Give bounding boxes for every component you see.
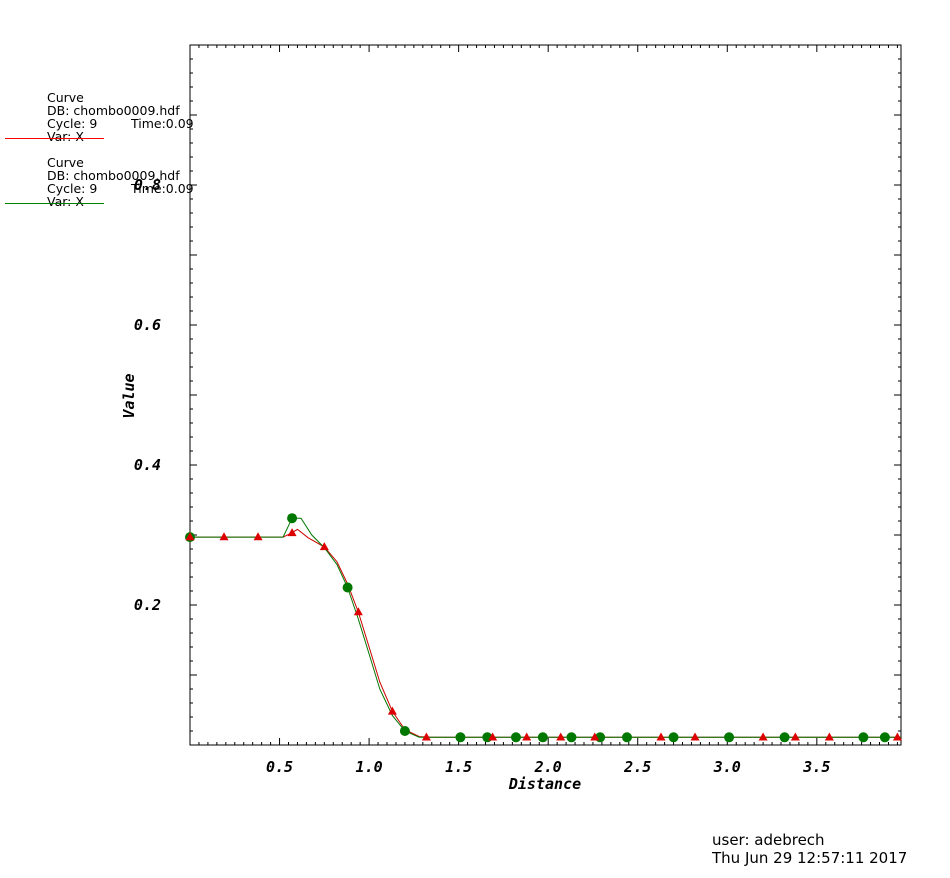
data-point-triangle xyxy=(656,732,666,741)
data-point-circle xyxy=(287,513,298,524)
footer-datetime: Thu Jun 29 12:57:11 2017 xyxy=(712,849,908,867)
data-point-triangle xyxy=(488,732,498,741)
data-point-triangle xyxy=(556,732,566,741)
y-tick-label: 0.2 xyxy=(134,596,161,614)
data-point-circle xyxy=(566,732,577,743)
data-point-circle xyxy=(537,732,548,743)
x-tick-label: 2.0 xyxy=(534,758,562,776)
legend-var: Var: X xyxy=(47,194,84,209)
data-point-triangle xyxy=(185,532,195,541)
data-point-circle xyxy=(879,732,890,743)
legend-title: Curve xyxy=(47,90,84,105)
data-point-circle xyxy=(724,732,735,743)
data-point-triangle xyxy=(892,732,902,741)
legend-db: DB: chombo0009.hdf xyxy=(47,168,180,183)
y-axis-title: Value xyxy=(120,373,138,418)
legend-var: Var: X xyxy=(47,129,84,144)
data-point-triangle xyxy=(353,607,363,616)
series-lines xyxy=(190,517,901,738)
legend-db: DB: chombo0009.hdf xyxy=(47,103,180,118)
data-point-triangle xyxy=(287,528,297,537)
legend-swatch-red xyxy=(5,138,104,139)
legend-title: Curve xyxy=(47,155,84,170)
data-point-circle xyxy=(510,732,521,743)
data-point-triangle xyxy=(319,542,329,551)
data-point-triangle xyxy=(590,732,600,741)
data-point-triangle xyxy=(522,732,532,741)
axis-ticks: 0.5 1.0 1.5 2.0 2.5 3.0 3.5 0.2 0.4 0.6 0.8 xyxy=(134,45,901,776)
data-point-triangle xyxy=(690,732,700,741)
data-point-circle xyxy=(342,582,353,593)
y-tick-label: 0.8 xyxy=(134,176,161,194)
legend-time: Time:0.09 xyxy=(131,181,194,196)
series-markers xyxy=(185,513,902,743)
data-point-circle xyxy=(779,732,790,743)
x-tick-label: 2.5 xyxy=(623,758,651,776)
legend-cycle: Cycle: 9 xyxy=(47,181,98,196)
data-point-triangle xyxy=(219,532,229,541)
data-point-triangle xyxy=(421,732,431,741)
y-tick-label: 0.6 xyxy=(134,316,161,334)
x-tick-label: 3.0 xyxy=(713,758,741,776)
x-tick-label: 0.5 xyxy=(266,758,293,776)
plot-frame xyxy=(189,44,902,746)
legend-time: Time:0.09 xyxy=(131,116,194,131)
data-point-circle xyxy=(668,732,679,743)
y-tick-label: 0.4 xyxy=(134,456,161,474)
x-axis-title: Distance xyxy=(508,775,581,793)
data-point-circle xyxy=(399,726,410,736)
data-point-circle xyxy=(455,732,466,743)
data-point-triangle xyxy=(758,732,768,741)
data-point-triangle xyxy=(824,732,834,741)
series-line-2 xyxy=(190,517,901,738)
legend-cycle: Cycle: 9 xyxy=(47,116,98,131)
data-point-circle xyxy=(858,732,869,743)
data-point-triangle xyxy=(387,706,397,715)
x-tick-label: 1.0 xyxy=(356,758,383,776)
data-point-triangle xyxy=(790,732,800,741)
data-point-circle xyxy=(621,732,632,743)
x-tick-label: 3.5 xyxy=(802,758,830,776)
legend-swatch-green xyxy=(5,203,104,204)
footer-user: user: adebrech xyxy=(712,831,825,849)
x-tick-label: 1.5 xyxy=(445,758,472,776)
series-line-1 xyxy=(190,528,901,738)
data-point-triangle xyxy=(253,532,263,541)
